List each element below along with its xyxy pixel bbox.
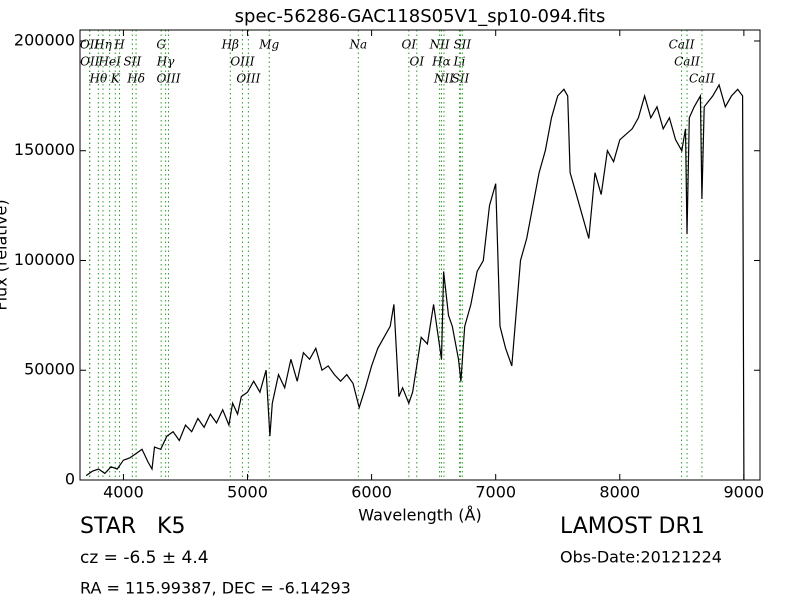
flux-line [85, 83, 745, 481]
spectral-line-label: K [110, 72, 121, 86]
spectral-line-label: OIII [156, 72, 180, 86]
x-tick-label: 8000 [599, 483, 640, 502]
spectral-line-label: Hδ [126, 72, 145, 86]
y-tick-label: 200000 [14, 30, 75, 49]
spectral-line-label: Hγ [156, 55, 175, 69]
spectral-line-label: CaII [674, 55, 700, 69]
x-tick-label: 6000 [351, 483, 392, 502]
y-tick-label: 100000 [14, 250, 75, 269]
x-tick-label: 5000 [227, 483, 268, 502]
y-tick-label: 150000 [14, 140, 75, 159]
y-axis-label: Flux (relative) [0, 199, 11, 310]
spectral-line-label: CaII [689, 72, 715, 86]
spectral-line-label: Hβ [221, 38, 239, 52]
x-tick-label: 7000 [475, 483, 516, 502]
spectral-line-label: SII [453, 38, 471, 52]
spectral-line-label: Na [349, 38, 368, 52]
object-class: STAR K5 [80, 514, 185, 539]
spectral-line-label: SII [452, 72, 470, 86]
spectral-line-label: HeI [98, 55, 122, 69]
spectral-line-label: NII [429, 38, 450, 52]
x-tick-label: 4000 [103, 483, 144, 502]
chart-title: spec-56286-GAC118S05V1_sp10-094.fits [235, 6, 606, 27]
plot-frame [79, 29, 761, 481]
y-tick-label: 0 [65, 470, 75, 489]
spectral-line-label: SII [124, 55, 142, 69]
spectral-line-label: G [156, 38, 166, 52]
spectral-line-label: OI [409, 55, 424, 69]
spectral-line-label: Hη [93, 38, 112, 52]
spectral-line-label: Hα [431, 55, 451, 69]
spectral-line-label: CaII [669, 38, 695, 52]
spectral-line-label: Mg [258, 38, 279, 52]
redshift: cz = -6.5 ± 4.4 [80, 548, 209, 568]
x-tick-label: 9000 [724, 483, 765, 502]
spectral-line-label: Li [453, 55, 466, 69]
spectral-line-label: OIII [230, 55, 254, 69]
spectral-line-label: OIII [236, 72, 260, 86]
spectral-line-label: H [113, 38, 125, 52]
spectral-line-label: OI [402, 38, 417, 52]
survey: LAMOST DR1 [560, 514, 705, 539]
coordinates: RA = 115.99387, DEC = -6.14293 [80, 579, 351, 598]
obs-date: Obs-Date:20121224 [560, 548, 722, 567]
x-axis-label: Wavelength (Å) [358, 506, 481, 525]
y-tick-label: 50000 [24, 360, 75, 379]
spectral-line-label: Hθ [89, 72, 108, 86]
spectral-line-label: NII [433, 72, 454, 86]
spectral-line-label: OII [80, 55, 100, 69]
